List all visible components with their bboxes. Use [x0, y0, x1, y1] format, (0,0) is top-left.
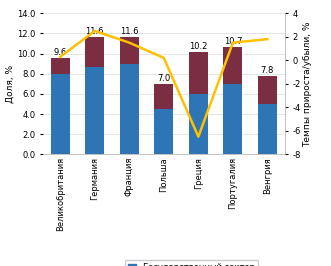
Bar: [189, 52, 208, 94]
Bar: [258, 76, 277, 104]
Bar: [154, 84, 173, 109]
Text: 10.7: 10.7: [224, 36, 242, 45]
Text: 11.6: 11.6: [120, 27, 139, 36]
Text: 9.6: 9.6: [54, 48, 67, 57]
Y-axis label: Доля, %: Доля, %: [5, 65, 14, 103]
Bar: [51, 58, 70, 74]
Bar: [120, 64, 139, 154]
Text: 10.2: 10.2: [189, 41, 208, 51]
Y-axis label: Темпы прироста/убыли, %: Темпы прироста/убыли, %: [304, 21, 312, 147]
Bar: [154, 109, 173, 154]
Legend: Государственный сектор, Частный сектор, Темпы прироста/убыли: Государственный сектор, Частный сектор, …: [124, 260, 258, 266]
Bar: [51, 74, 70, 154]
Bar: [223, 47, 242, 84]
Text: 11.6: 11.6: [85, 27, 104, 36]
Bar: [85, 38, 104, 67]
Bar: [258, 104, 277, 154]
Bar: [85, 67, 104, 154]
Text: 7.8: 7.8: [261, 66, 274, 75]
Text: 7.0: 7.0: [157, 74, 170, 83]
Bar: [189, 94, 208, 154]
Bar: [223, 84, 242, 154]
Bar: [120, 38, 139, 64]
